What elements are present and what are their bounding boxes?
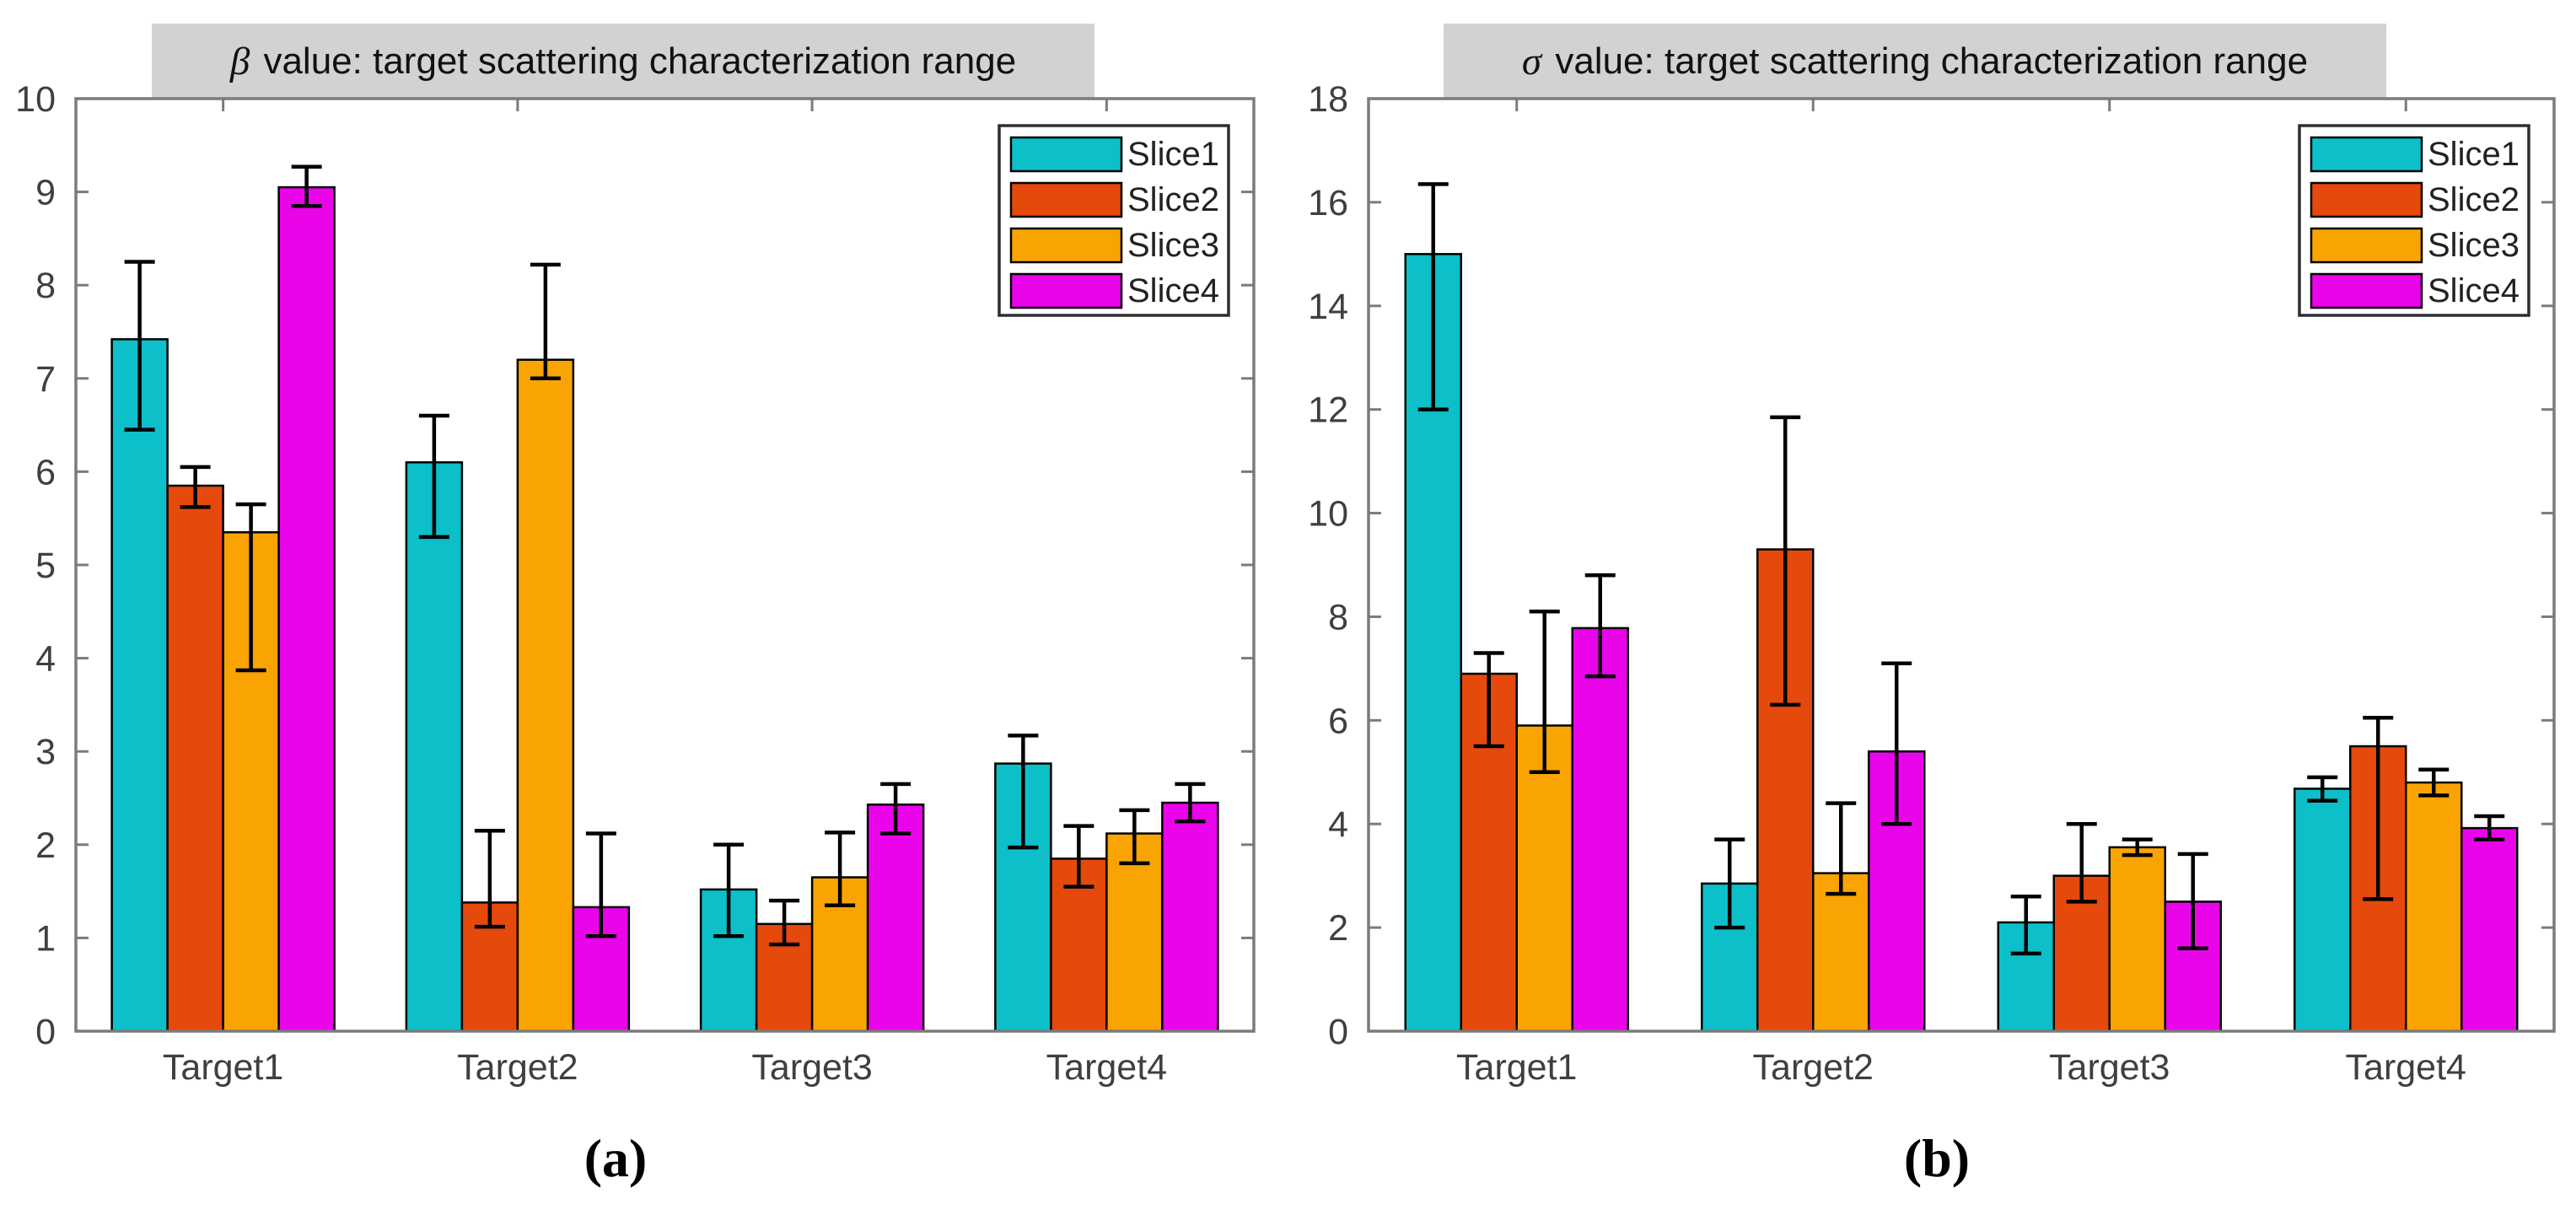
bar-b-Target3-Slice3 <box>2108 846 2166 1033</box>
legend-swatch-a-Slice1 <box>1009 136 1123 173</box>
bar-a-Target3-Slice4 <box>866 803 925 1033</box>
legend-label-b-Slice3: Slice3 <box>2428 227 2520 264</box>
ytick-label-a-2: 2 <box>35 825 56 866</box>
legend-label-a-Slice2: Slice2 <box>1127 181 1219 218</box>
ytick-label-b-0: 0 <box>1328 1012 1348 1052</box>
legend-swatch-b-Slice4 <box>2310 272 2423 309</box>
bar-a-Target4-Slice4 <box>1161 801 1219 1033</box>
ytick-label-a-1: 1 <box>35 918 56 959</box>
xtick-label-a-Target3: Target3 <box>751 1047 872 1088</box>
ytick-label-b-4: 4 <box>1328 804 1348 845</box>
xtick-label-a-Target4: Target4 <box>1046 1047 1167 1088</box>
bar-a-Target1-Slice4 <box>277 185 336 1033</box>
legend-label-a-Slice4: Slice4 <box>1127 272 1219 309</box>
plot-border-a <box>74 97 1256 1033</box>
ytick-label-a-3: 3 <box>35 732 56 772</box>
bar-b-Target4-Slice1 <box>2294 788 2352 1033</box>
ytick-label-a-4: 4 <box>35 639 56 680</box>
bar-b-Target1-Slice3 <box>1515 724 1573 1033</box>
legend-swatch-a-Slice3 <box>1009 227 1123 264</box>
legend-label-a-Slice1: Slice1 <box>1127 136 1219 173</box>
bar-b-Target2-Slice3 <box>1812 872 1870 1033</box>
xtick-label-b-Target3: Target3 <box>2049 1047 2170 1088</box>
plot-border-b <box>1367 97 2556 1033</box>
ytick-label-a-8: 8 <box>35 266 56 306</box>
chart-b-title-strip: σ value: target scattering characterizat… <box>1444 24 2386 99</box>
ytick-label-b-2: 2 <box>1328 908 1348 949</box>
bar-a-Target2-Slice1 <box>405 461 464 1033</box>
xtick-label-b-Target2: Target2 <box>1753 1047 1874 1088</box>
legend-label-b-Slice2: Slice2 <box>2428 181 2520 218</box>
bar-a-Target1-Slice2 <box>166 484 224 1033</box>
ytick-label-b-12: 12 <box>1308 390 1348 431</box>
ytick-label-a-5: 5 <box>35 546 56 586</box>
legend-label-b-Slice1: Slice1 <box>2428 136 2520 173</box>
chart-a-title-text: value: target scattering characterizatio… <box>253 40 1017 82</box>
ytick-label-a-7: 7 <box>35 359 56 400</box>
chart-a-title-strip: β value: target scattering characterizat… <box>152 24 1094 99</box>
legend-label-a-Slice3: Slice3 <box>1127 227 1219 264</box>
ytick-label-b-14: 14 <box>1308 287 1348 327</box>
ytick-label-b-6: 6 <box>1328 701 1348 741</box>
ytick-label-a-0: 0 <box>35 1012 56 1052</box>
bar-b-Target4-Slice4 <box>2460 826 2519 1033</box>
bar-a-Target1-Slice1 <box>110 338 169 1033</box>
ytick-label-a-6: 6 <box>35 452 56 492</box>
ytick-label-b-18: 18 <box>1308 79 1348 120</box>
xtick-label-b-Target4: Target4 <box>2346 1047 2466 1088</box>
legend-swatch-b-Slice1 <box>2310 136 2423 173</box>
beta-symbol: β <box>229 39 250 83</box>
legend-label-b-Slice4: Slice4 <box>2428 272 2520 309</box>
bar-a-Target4-Slice3 <box>1105 832 1164 1033</box>
ytick-label-a-9: 9 <box>35 173 56 213</box>
xtick-label-a-Target1: Target1 <box>163 1047 283 1088</box>
legend-swatch-a-Slice2 <box>1009 181 1123 218</box>
ytick-label-a-10: 10 <box>15 79 56 120</box>
bar-a-Target2-Slice3 <box>516 358 575 1033</box>
sigma-symbol: σ <box>1521 39 1542 83</box>
caption-a: (a) <box>583 1128 648 1188</box>
ytick-label-b-10: 10 <box>1308 494 1348 535</box>
caption-b: (b) <box>1903 1128 1971 1188</box>
xtick-label-b-Target1: Target1 <box>1456 1047 1577 1088</box>
legend-swatch-b-Slice3 <box>2310 227 2423 264</box>
ytick-label-b-8: 8 <box>1328 597 1348 637</box>
bar-b-Target4-Slice3 <box>2405 781 2463 1033</box>
legend-swatch-b-Slice2 <box>2310 181 2423 218</box>
ytick-label-b-16: 16 <box>1308 183 1348 223</box>
xtick-label-a-Target2: Target2 <box>457 1047 578 1088</box>
chart-b-title-text: value: target scattering characterizatio… <box>1545 40 2309 82</box>
bar-b-Target1-Slice4 <box>1571 626 1629 1033</box>
legend-swatch-a-Slice4 <box>1009 272 1123 309</box>
